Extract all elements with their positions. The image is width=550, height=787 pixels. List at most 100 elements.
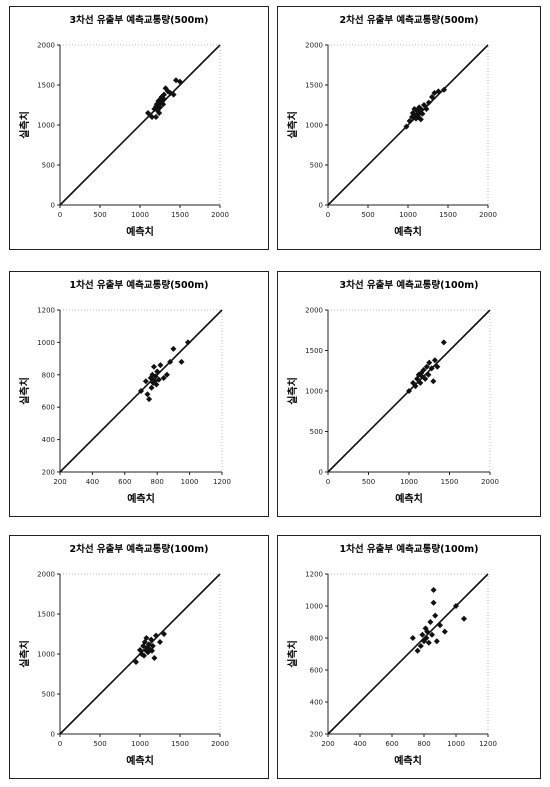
data-point — [150, 363, 157, 370]
data-point — [417, 116, 424, 123]
data-point — [440, 339, 447, 346]
x-tick-label: 1000 — [131, 211, 149, 219]
x-axis-label: 예측치 — [127, 492, 155, 505]
y-tick-label: 1500 — [305, 82, 323, 90]
y-axis-label: 실측치 — [286, 377, 299, 405]
data-point — [422, 625, 429, 632]
data-point — [167, 358, 174, 365]
data-point — [461, 615, 467, 622]
x-axis-label: 예측치 — [126, 754, 154, 767]
y-tick-label: 2000 — [305, 42, 323, 50]
y-tick-label: 1000 — [37, 122, 55, 130]
y-tick-label: 2000 — [37, 571, 55, 579]
data-point — [143, 635, 150, 641]
data-point — [424, 628, 431, 635]
x-tick-label: 2000 — [211, 211, 229, 219]
data-point — [151, 655, 158, 661]
y-axis-label: 실측치 — [18, 111, 31, 139]
x-tick-label: 600 — [385, 740, 398, 748]
data-point — [148, 384, 155, 391]
x-tick-label: 0 — [326, 478, 330, 486]
chart-title: 2차선 유출부 예측교통량(100m) — [69, 543, 208, 555]
data-point — [149, 114, 155, 120]
data-point — [430, 378, 437, 385]
data-point — [156, 110, 163, 116]
data-point — [430, 587, 437, 593]
data-point — [161, 91, 167, 98]
x-tick-label: 500 — [93, 211, 106, 219]
data-point — [146, 646, 153, 653]
x-tick-label: 500 — [93, 740, 106, 748]
y-axis-label: 실측치 — [286, 640, 299, 668]
data-point — [423, 363, 430, 370]
data-point — [409, 635, 416, 641]
data-point — [420, 366, 427, 373]
x-tick-label: 800 — [417, 740, 430, 748]
data-point — [425, 639, 432, 646]
x-tick-label: 1500 — [171, 740, 189, 748]
reference-line — [327, 44, 489, 206]
y-tick-label: 1000 — [305, 603, 323, 611]
data-point — [160, 375, 167, 382]
data-point — [145, 641, 152, 648]
x-tick-label: 600 — [118, 478, 131, 486]
x-axis-label: 예측치 — [394, 225, 422, 238]
data-point — [153, 381, 160, 388]
data-point — [142, 378, 149, 385]
data-point — [160, 101, 167, 108]
y-tick-label: 1000 — [37, 651, 55, 659]
data-point — [412, 383, 419, 390]
chart-svg-4: 3차선 유출부 예측교통량(100m) 00 500 500 1000 1000 1500 1… — [286, 279, 499, 505]
x-axis-label: 예측치 — [395, 492, 423, 505]
data-point — [178, 358, 185, 365]
y-tick-label: 2000 — [305, 307, 323, 315]
data-point — [138, 388, 144, 394]
x-tick-label: 800 — [151, 478, 164, 486]
data-point — [170, 345, 177, 352]
data-point — [403, 123, 410, 130]
x-tick-label: 400 — [353, 740, 366, 748]
y-tick-label: 600 — [42, 404, 55, 412]
data-point — [430, 599, 437, 606]
y-tick-label: 2000 — [37, 42, 55, 50]
x-tick-label: 1500 — [439, 211, 457, 219]
y-tick-label: 1500 — [37, 611, 55, 619]
chart-title: 3차선 유출부 예측교통량(100m) — [339, 279, 478, 291]
chart-panel-1: 3차선 유출부 예측교통량(500m) 0 0 500 500 1000 1000 1500 1… — [9, 6, 269, 250]
y-tick-label: 1200 — [37, 307, 55, 315]
x-tick-label: 500 — [362, 478, 375, 486]
data-point — [429, 94, 435, 100]
data-point — [417, 643, 424, 649]
data-point — [414, 647, 421, 654]
y-tick-label: 1200 — [305, 571, 323, 579]
data-point — [435, 88, 442, 95]
data-point — [434, 363, 441, 370]
data-point — [177, 78, 183, 85]
data-point — [419, 110, 426, 117]
x-tick-label: 400 — [86, 478, 99, 486]
data-point — [157, 639, 163, 645]
x-axis-label: 예측치 — [394, 754, 422, 767]
data-point — [427, 619, 434, 625]
data-point — [133, 659, 139, 665]
data-point — [184, 339, 191, 346]
y-tick-label: 200 — [310, 731, 323, 739]
data-point — [157, 104, 163, 111]
data-point — [433, 638, 440, 645]
data-point — [423, 106, 430, 112]
y-tick-label: 1000 — [37, 339, 55, 347]
chart-panel-2: 2차선 유출부 예측교통량(500m) 0 0 500 500 1000 1000 1500 1… — [277, 6, 541, 250]
y-tick-label: 500 — [42, 691, 55, 699]
x-tick-label: 1000 — [400, 478, 418, 486]
y-axis-label: 실측치 — [18, 640, 31, 668]
data-point — [406, 388, 412, 394]
y-tick-label: 500 — [310, 428, 323, 436]
y-tick-label: 400 — [42, 436, 55, 444]
chart-title: 3차선 유출부 예측교통량(500m) — [69, 14, 208, 26]
data-point — [145, 110, 151, 116]
data-point — [163, 371, 170, 378]
x-tick-label: 1000 — [181, 478, 199, 486]
chart-svg-5: 2차선 유출부 예측교통량(100m) 00 500 500 1000 1000 1500 1… — [18, 543, 229, 767]
